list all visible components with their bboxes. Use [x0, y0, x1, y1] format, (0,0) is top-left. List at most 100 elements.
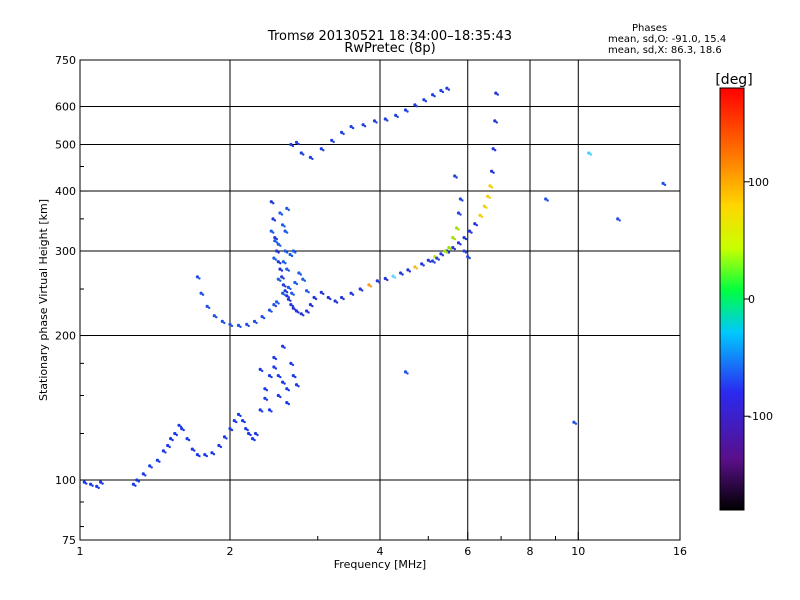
data-point [462, 249, 466, 253]
data-point [279, 244, 282, 247]
data-point [335, 301, 339, 304]
data-point [342, 297, 345, 301]
data-point [144, 474, 147, 477]
y-tick-label: 75 [62, 534, 76, 547]
data-point [495, 121, 498, 124]
x-tick-label: 6 [464, 545, 471, 558]
data-point [459, 213, 462, 216]
data-point [225, 437, 228, 440]
data-point [297, 142, 300, 146]
data-point [171, 438, 174, 442]
data-point [269, 200, 273, 204]
data-point [272, 365, 276, 369]
x-tick-label: 10 [571, 545, 585, 558]
data-point [443, 249, 447, 253]
data-point [663, 183, 667, 187]
data-point [456, 241, 461, 245]
y-tick-label: 500 [55, 139, 76, 152]
data-point [378, 281, 381, 284]
data-point [292, 293, 295, 296]
data-point [383, 276, 387, 281]
data-point [587, 151, 591, 155]
data-point [249, 433, 252, 437]
data-point [219, 445, 223, 449]
data-point [267, 308, 272, 312]
data-point [453, 174, 457, 178]
colorbar [719, 87, 745, 511]
data-point [258, 367, 262, 371]
data-point [276, 393, 280, 398]
data-point [279, 395, 282, 399]
data-point [488, 196, 491, 199]
data-point [449, 247, 453, 251]
data-point [280, 269, 284, 272]
data-point [284, 285, 287, 288]
data-point [89, 482, 93, 486]
data-point [267, 408, 272, 412]
data-point [305, 309, 309, 313]
y-axis-label: Stationary phase Virtual Height [km] [37, 199, 50, 401]
data-point [301, 277, 305, 281]
data-point [164, 451, 167, 454]
data-point [451, 246, 455, 250]
data-point [492, 171, 495, 174]
data-point [278, 267, 282, 271]
data-point [375, 279, 379, 283]
data-point [299, 312, 303, 316]
data-point [212, 314, 216, 318]
y-tick-label: 100 [55, 474, 76, 487]
x-tick-label: 8 [527, 545, 534, 558]
data-point [283, 382, 286, 385]
data-point [283, 293, 286, 296]
data-point [349, 125, 353, 129]
data-point [294, 375, 297, 379]
data-point [185, 437, 189, 441]
stats-heading: Phases [632, 23, 668, 34]
data-point [413, 103, 417, 107]
data-point [447, 251, 451, 254]
data-point [205, 454, 208, 458]
data-point [294, 140, 299, 144]
data-point [236, 412, 241, 416]
data-point [455, 176, 458, 179]
data-point [406, 110, 409, 113]
data-point [431, 93, 435, 97]
data-point [467, 229, 472, 233]
data-point [261, 410, 264, 413]
data-point [491, 147, 495, 151]
data-point [462, 236, 466, 240]
data-point [285, 401, 289, 405]
data-point [466, 255, 470, 259]
data-point [258, 408, 262, 412]
data-point [281, 291, 285, 295]
data-point [439, 252, 443, 256]
data-point [95, 484, 99, 488]
data-point [169, 437, 173, 441]
data-point [413, 265, 417, 269]
data-point [302, 314, 305, 317]
data-point [319, 147, 323, 151]
data-point [212, 453, 216, 456]
data-point [297, 271, 301, 275]
data-point [393, 276, 397, 279]
data-point [276, 277, 280, 281]
data-point [299, 151, 303, 155]
data-point [283, 229, 287, 233]
data-point [270, 410, 273, 413]
data-point [270, 310, 273, 313]
data-point [367, 283, 371, 287]
data-point [361, 289, 364, 292]
data-point [270, 375, 273, 379]
data-point [307, 311, 310, 314]
data-point [203, 453, 207, 457]
data-point [456, 211, 461, 215]
data-point [274, 258, 278, 261]
data-point [232, 419, 236, 423]
data-point [431, 259, 435, 263]
data-point [228, 427, 232, 431]
data-point [275, 300, 279, 304]
data-point [287, 389, 290, 392]
x-tick-label: 2 [227, 545, 234, 558]
data-point [394, 113, 398, 117]
